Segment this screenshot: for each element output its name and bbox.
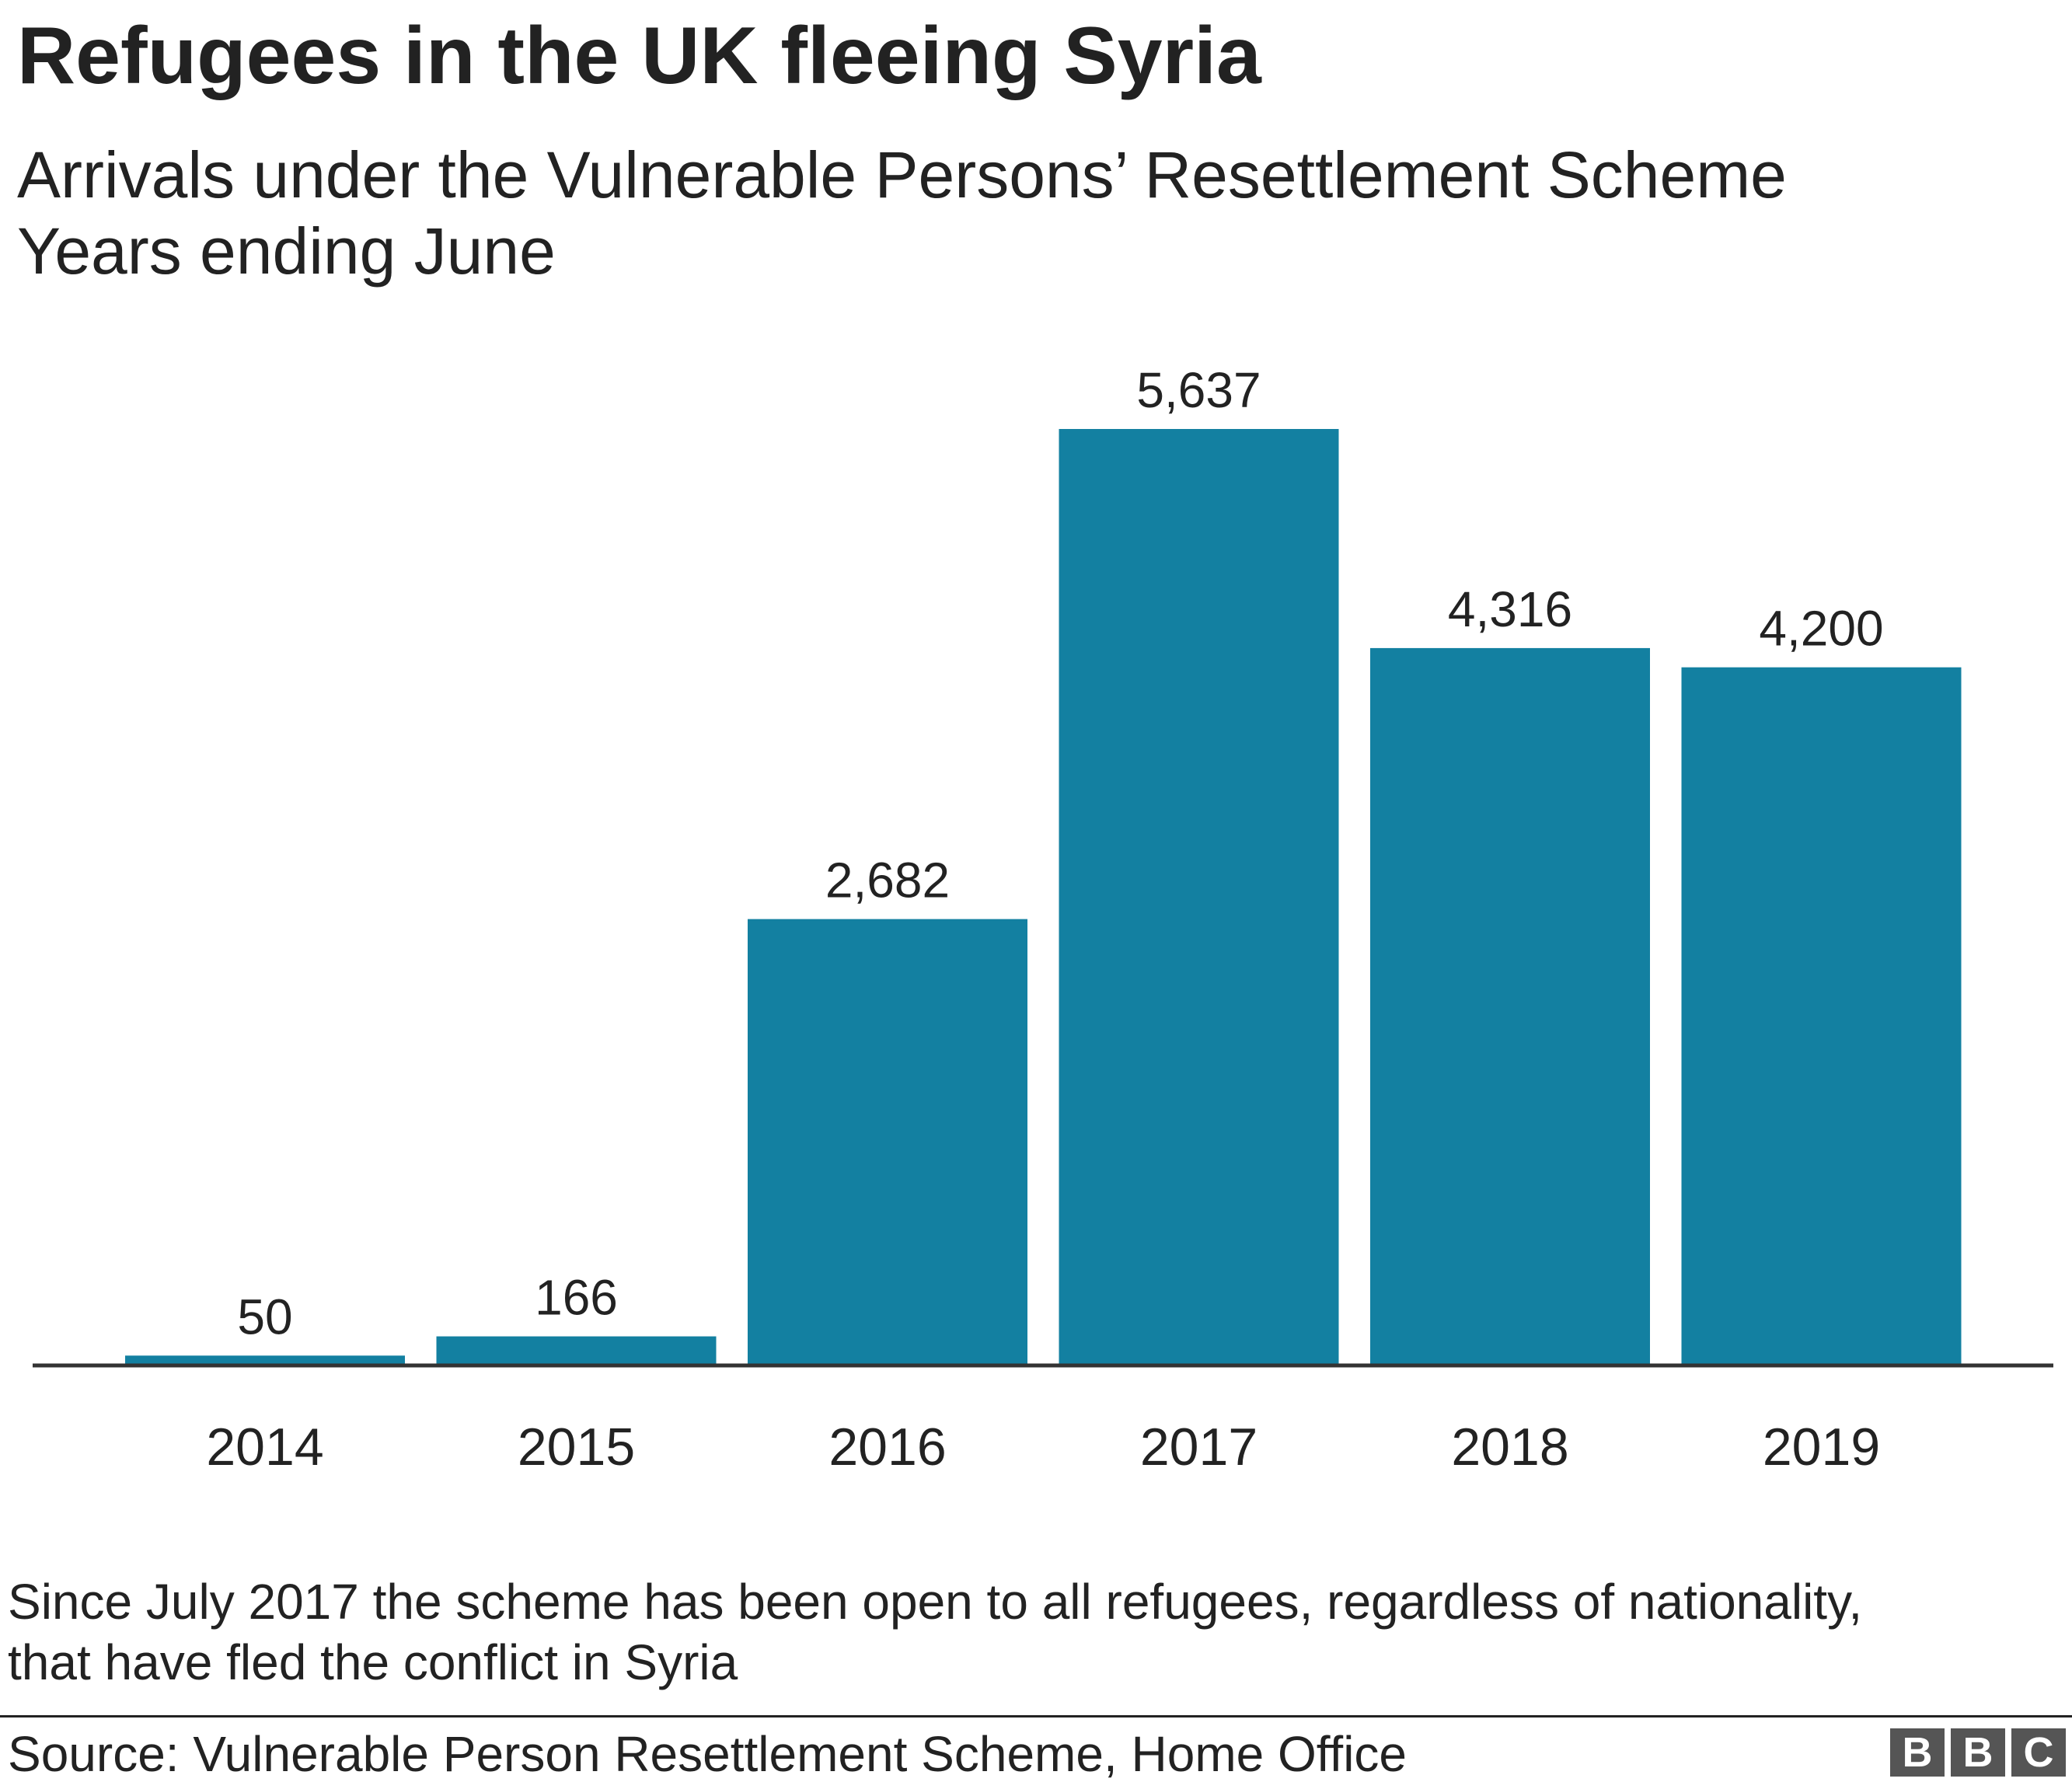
bar-2014 [125, 1355, 405, 1364]
x-tick-label-2016: 2016 [828, 1418, 946, 1477]
value-label-2018: 4,316 [1448, 581, 1572, 637]
subtitle-line-1: Arrivals under the Vulnerable Persons’ R… [17, 138, 1787, 211]
value-label-2019: 4,200 [1759, 601, 1883, 657]
bar-2015 [436, 1336, 717, 1364]
bars-layer [125, 429, 1962, 1364]
value-label-2014: 50 [237, 1289, 292, 1344]
x-tick-label-2018: 2018 [1451, 1418, 1568, 1477]
x-tick-label-2019: 2019 [1763, 1418, 1880, 1477]
chart-subtitle: Arrivals under the Vulnerable Persons’ R… [17, 137, 1787, 290]
value-label-2017: 5,637 [1136, 362, 1261, 418]
value-label-2015: 166 [535, 1270, 618, 1326]
bbc-logo-letter-b2: B [1951, 1728, 2005, 1777]
bbc-logo-letter-b1: B [1890, 1728, 1945, 1777]
footnote-line-1: Since July 2017 the scheme has been open… [8, 1574, 1863, 1630]
footer-divider [0, 1715, 2072, 1717]
x-tick-label-2014: 2014 [206, 1418, 323, 1477]
subtitle-line-2: Years ending June [17, 214, 556, 288]
value-label-2016: 2,682 [825, 853, 950, 908]
footnote: Since July 2017 the scheme has been open… [8, 1571, 1862, 1693]
x-tick-label-2017: 2017 [1140, 1418, 1258, 1477]
bar-2016 [748, 919, 1027, 1364]
bar-2019 [1681, 667, 1962, 1364]
footnote-line-2: that have fled the conflict in Syria [8, 1634, 738, 1691]
tick-labels-layer: 2014 2015 2016 2017 2018 2019 [206, 1418, 1880, 1477]
value-labels-layer: 50 166 2,682 5,637 4,316 4,200 [237, 362, 1883, 1344]
x-tick-label-2015: 2015 [518, 1418, 635, 1477]
bbc-logo-letter-c: C [2011, 1728, 2066, 1777]
bbc-logo: B B C [1890, 1728, 2066, 1777]
chart-title: Refugees in the UK fleeing Syria [17, 11, 1261, 101]
source-text: Source: Vulnerable Person Resettlement S… [8, 1726, 1407, 1782]
bar-2017 [1059, 429, 1339, 1364]
bar-2018 [1370, 647, 1650, 1364]
